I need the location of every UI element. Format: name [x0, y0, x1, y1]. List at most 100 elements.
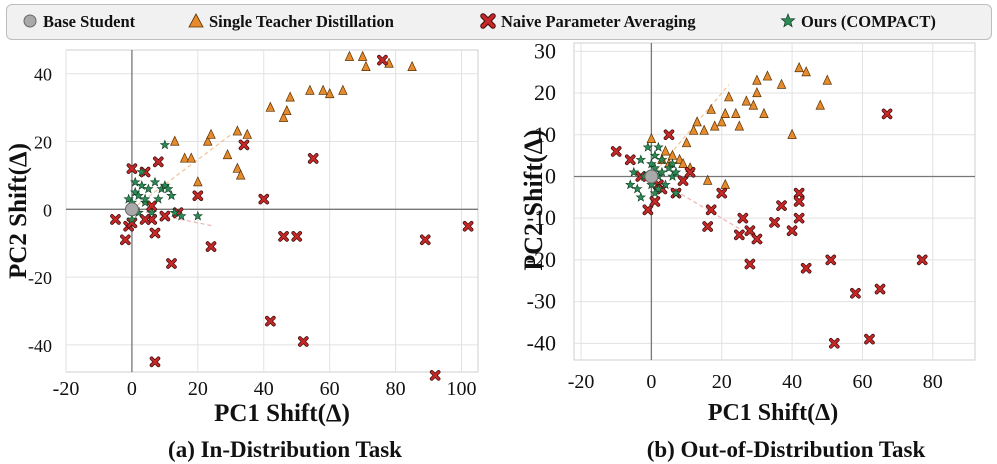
point-triangle: [179, 152, 190, 163]
point-x: [776, 200, 787, 211]
point-x: [705, 204, 717, 216]
y-tick-label: -20: [28, 268, 52, 288]
point-star: [646, 179, 657, 190]
point-star: [653, 141, 664, 152]
legend-marker-x: [481, 14, 495, 28]
point-x: [864, 333, 875, 345]
point-x: [624, 154, 636, 166]
point-x: [744, 258, 756, 270]
point-triangle: [748, 99, 759, 110]
point-x: [205, 241, 217, 252]
legend-marker-star: [780, 13, 796, 28]
point-star: [153, 193, 164, 204]
point-star: [166, 190, 177, 201]
x-tick-label: -20: [568, 371, 595, 393]
point-star: [653, 183, 664, 194]
point-star: [628, 166, 640, 177]
point-x: [278, 231, 289, 242]
y-tick-label: -30: [527, 289, 556, 314]
point-triangle: [741, 95, 752, 106]
point-x: [166, 258, 177, 269]
point-star: [159, 139, 171, 150]
y-tick-label: 40: [34, 65, 52, 85]
point-triangle: [801, 66, 811, 77]
point-star: [656, 154, 668, 165]
point-triangle: [206, 128, 216, 139]
point-x: [265, 315, 276, 327]
y-axis-label: PC2 Shift(Δ): [5, 143, 32, 279]
point-triangle: [202, 135, 213, 146]
y-tick-label: -40: [527, 330, 556, 355]
point-triangle: [678, 157, 688, 169]
point-star: [635, 154, 647, 165]
point-x: [825, 254, 837, 266]
point-x: [828, 338, 840, 349]
point-star: [176, 210, 187, 221]
x-tick-label: 80: [386, 378, 406, 400]
point-triangle: [318, 84, 328, 95]
point-triangle: [709, 120, 720, 131]
x-tick-label: 40: [254, 378, 274, 400]
point-triangle: [702, 174, 713, 185]
point-x: [737, 212, 749, 224]
x-axis-label: PC1 Shift(Δ): [708, 400, 838, 426]
point-triangle: [242, 128, 253, 139]
point-star: [192, 210, 204, 221]
legend-box: [6, 4, 992, 40]
y-tick-label: 0: [545, 163, 556, 188]
point-triangle: [222, 149, 233, 160]
trend-line-distillation: [650, 84, 730, 177]
y-axis-label: PC2 Shift(Δ): [519, 129, 548, 270]
point-x: [702, 221, 713, 232]
x-tick-label: 0: [127, 378, 137, 400]
point-x: [462, 220, 474, 232]
point-star: [133, 190, 144, 201]
point-x: [881, 108, 893, 120]
point-x: [793, 187, 805, 199]
point-x: [610, 146, 622, 157]
point-star: [126, 213, 138, 224]
x-tick-label: 20: [712, 371, 732, 393]
point-x: [146, 200, 157, 212]
trend-line-averaging: [131, 208, 215, 227]
legend-entry-triangle: Single Teacher Distillation: [188, 12, 394, 31]
plot-area: [573, 42, 976, 361]
point-x: [192, 190, 204, 202]
point-triangle: [752, 87, 762, 98]
y-tick-label: 0: [43, 200, 52, 220]
point-triangle: [716, 116, 727, 127]
point-triangle: [232, 162, 243, 173]
point-x: [793, 212, 805, 224]
point-triangle: [759, 107, 769, 118]
point-x: [377, 54, 388, 66]
point-star: [667, 158, 678, 169]
point-x: [110, 214, 121, 225]
point-x: [751, 233, 763, 245]
point-star: [139, 197, 151, 207]
x-tick-label: -20: [53, 378, 80, 400]
point-star: [169, 207, 180, 218]
x-tick-label: 20: [188, 378, 208, 400]
point-x: [149, 356, 161, 368]
point-star: [149, 176, 161, 187]
legend-label: Single Teacher Distillation: [209, 12, 394, 31]
point-triangle: [285, 91, 295, 102]
point-triangle: [787, 128, 797, 139]
point-x: [238, 139, 250, 151]
point-triangle: [776, 78, 787, 89]
point-triangle: [324, 88, 335, 99]
x-tick-label: 60: [852, 371, 872, 393]
legend-entry-circle: Base Student: [23, 12, 136, 31]
point-x: [298, 336, 309, 347]
point-triangle: [734, 120, 745, 131]
point-triangle: [699, 124, 709, 135]
point-triangle: [193, 176, 203, 187]
point-x: [800, 262, 812, 274]
point-star: [625, 179, 636, 190]
point-triangle: [692, 116, 702, 127]
point-x: [649, 196, 661, 207]
point-triangle: [720, 107, 731, 118]
x-tick-label: 40: [782, 371, 802, 393]
point-x: [126, 163, 138, 174]
point-triangle: [282, 104, 292, 116]
